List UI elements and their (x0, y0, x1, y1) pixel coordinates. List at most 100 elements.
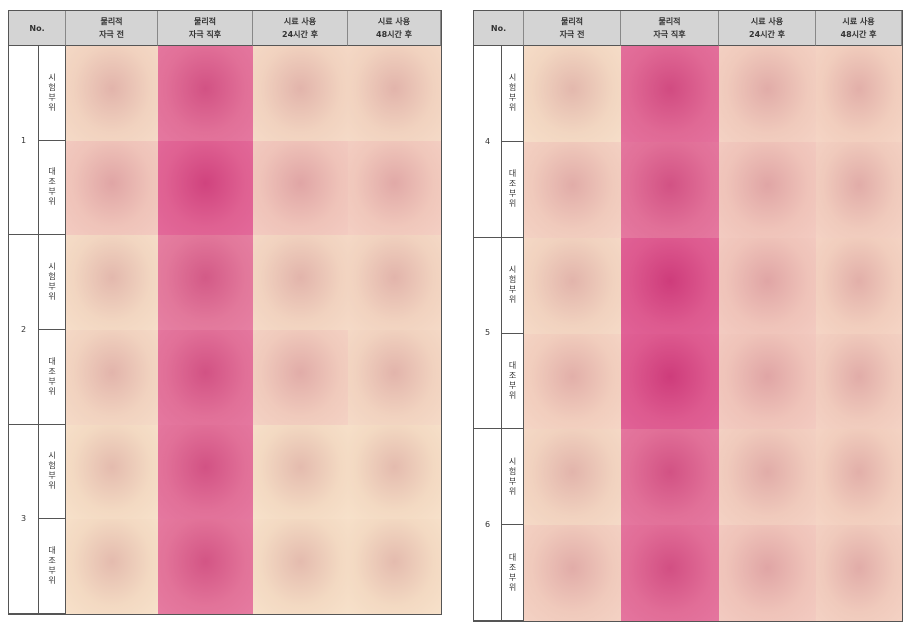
skin-image (66, 235, 158, 330)
header-text: 시료 사용 (283, 17, 317, 26)
row-label: 시험부위 (39, 235, 66, 330)
row-label: 시험부위 (502, 46, 524, 142)
skin-image (158, 235, 253, 330)
skin-image (66, 46, 158, 141)
group-number: 3 (9, 424, 39, 614)
skin-image (348, 519, 441, 614)
skin-image (621, 46, 719, 142)
row-label-text: 대조부위 (508, 552, 517, 593)
row-label: 대조부위 (502, 525, 524, 621)
row-label: 대조부위 (39, 519, 66, 614)
skin-image (816, 237, 902, 334)
table-left: No. 물리적 자극 전 물리적 자극 직후 시료 사용 24시간 후 시료 사용 48시간 후… (8, 10, 442, 615)
skin-image (348, 140, 441, 236)
skin-image (719, 237, 816, 334)
skin-image (158, 329, 253, 425)
header-text: No. (29, 23, 45, 33)
skin-image (66, 329, 158, 425)
column-header: 시료 사용 48시간 후 (816, 11, 902, 46)
row-label-text: 대조부위 (47, 356, 57, 397)
group-number: 2 (9, 235, 39, 425)
skin-image (66, 519, 158, 614)
skin-image (816, 525, 902, 621)
row-label-text: 대조부위 (508, 169, 517, 210)
skin-image (621, 429, 719, 526)
row-label: 대조부위 (39, 140, 66, 236)
skin-image (816, 46, 902, 142)
skin-image (158, 519, 253, 614)
skin-image (719, 525, 816, 621)
row-label-text: 대조부위 (508, 360, 517, 401)
skin-image (524, 333, 621, 430)
header-text: 물리적 (100, 17, 123, 26)
header-text: 물리적 (658, 17, 681, 26)
row-label: 대조부위 (502, 141, 524, 238)
skin-image (158, 140, 253, 236)
skin-image (158, 46, 253, 141)
skin-image (621, 237, 719, 334)
header-text: No. (490, 23, 507, 33)
skin-image (66, 140, 158, 236)
skin-image (621, 141, 719, 238)
skin-image (524, 141, 621, 238)
skin-image (348, 424, 441, 520)
column-header: 시료 사용 24시간 후 (253, 11, 348, 46)
row-label-text: 시험부위 (508, 265, 517, 306)
skin-image (524, 429, 621, 526)
row-label: 시험부위 (39, 424, 66, 520)
skin-image (253, 140, 348, 236)
column-header: 물리적 자극 직후 (158, 11, 253, 46)
row-label-text: 대조부위 (47, 546, 57, 587)
header-text: 자극 전 (559, 30, 585, 39)
skin-image (621, 525, 719, 621)
header-text: 자극 직후 (653, 30, 686, 39)
skin-image (816, 141, 902, 238)
skin-image (719, 333, 816, 430)
header-text: 24시간 후 (282, 30, 318, 39)
row-label: 시험부위 (502, 237, 524, 334)
skin-image (816, 333, 902, 430)
skin-image (524, 46, 621, 142)
row-label-text: 시험부위 (47, 72, 57, 113)
row-label-text: 시험부위 (508, 456, 517, 497)
table-right: No. 물리적 자극 전 물리적 자극 직후 시료 사용 24시간 후 시료 사용 48시간 후… (473, 10, 903, 622)
skin-image (253, 424, 348, 520)
skin-image (524, 525, 621, 621)
header-text: 48시간 후 (376, 30, 412, 39)
row-label-text: 시험부위 (47, 451, 57, 492)
header-text: 48시간 후 (840, 30, 877, 39)
skin-image (348, 46, 441, 141)
header-text: 자극 전 (99, 30, 124, 39)
skin-image (348, 329, 441, 425)
group-number: 1 (9, 46, 39, 236)
group-number: 6 (474, 429, 502, 621)
row-label: 대조부위 (502, 333, 524, 430)
skin-image (253, 46, 348, 141)
skin-image (719, 429, 816, 526)
skin-image (816, 429, 902, 526)
header-text: 시료 사용 (377, 17, 411, 26)
row-label-text: 시험부위 (47, 262, 57, 303)
skin-image (348, 235, 441, 330)
row-label-text: 대조부위 (47, 167, 57, 208)
skin-image (719, 141, 816, 238)
header-text: 24시간 후 (749, 30, 785, 39)
row-label: 대조부위 (39, 329, 66, 425)
skin-image (253, 519, 348, 614)
row-label: 시험부위 (502, 429, 524, 526)
column-header: 시료 사용 24시간 후 (719, 11, 816, 46)
skin-image (621, 333, 719, 430)
header-text: 시료 사용 (842, 17, 875, 26)
header-text: 물리적 (560, 17, 584, 26)
skin-image (719, 46, 816, 142)
skin-image (66, 424, 158, 520)
row-label-text: 시험부위 (508, 73, 517, 114)
column-header: 시료 사용 48시간 후 (348, 11, 441, 46)
skin-image (253, 329, 348, 425)
header-text: 물리적 (193, 17, 217, 26)
column-header: No. (474, 11, 524, 46)
